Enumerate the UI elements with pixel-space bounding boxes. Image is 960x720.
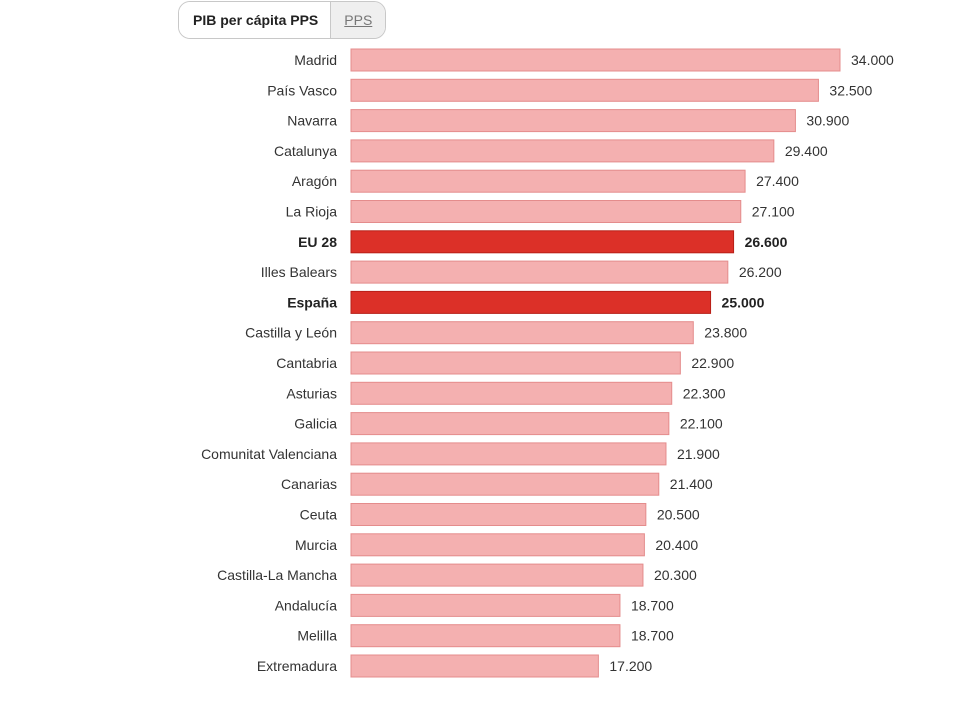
category-label-comunitat-valenciana: Comunitat Valenciana — [201, 446, 337, 462]
bar-madrid — [350, 48, 841, 72]
category-label-illes-balears: Illes Balears — [261, 264, 337, 280]
category-label-asturias: Asturias — [286, 385, 337, 401]
category-label-extremadura: Extremadura — [257, 658, 337, 674]
value-label-canarias: 21.400 — [670, 476, 713, 492]
bar-eu-28 — [350, 230, 735, 254]
bar-pais-vasco — [350, 78, 819, 102]
value-label-comunitat-valenciana: 21.900 — [677, 446, 720, 462]
bar-andalucia — [350, 593, 621, 617]
category-label-canarias: Canarias — [281, 476, 337, 492]
value-label-navarra: 30.900 — [806, 113, 849, 129]
value-label-asturias: 22.300 — [683, 385, 726, 401]
value-label-eu-28: 26.600 — [745, 234, 788, 250]
bar-canarias — [350, 472, 660, 496]
value-label-extremadura: 17.200 — [609, 658, 652, 674]
value-label-murcia: 20.400 — [655, 537, 698, 553]
category-label-pais-vasco: País Vasco — [267, 82, 337, 98]
bar-navarra — [350, 109, 796, 133]
category-label-catalunya: Catalunya — [274, 143, 337, 159]
category-label-aragon: Aragón — [292, 173, 337, 189]
value-label-cantabria: 22.900 — [691, 355, 734, 371]
category-label-espana: España — [287, 294, 337, 310]
bar-murcia — [350, 533, 645, 557]
value-label-galicia: 22.100 — [680, 416, 723, 432]
category-label-la-rioja: La Rioja — [286, 204, 338, 220]
value-label-aragon: 27.400 — [756, 173, 799, 189]
category-label-castilla-la-mancha: Castilla-La Mancha — [217, 567, 337, 583]
category-label-galicia: Galicia — [294, 416, 337, 432]
category-label-cantabria: Cantabria — [276, 355, 337, 371]
metric-tabs: PIB per cápita PPS PPS — [178, 1, 387, 39]
value-label-espana: 25.000 — [722, 294, 765, 310]
bar-melilla — [350, 624, 621, 648]
bar-aragon — [350, 169, 746, 193]
value-label-melilla: 18.700 — [631, 628, 674, 644]
category-label-andalucia: Andalucía — [275, 597, 337, 613]
bar-cantabria — [350, 351, 681, 375]
category-label-melilla: Melilla — [297, 628, 337, 644]
value-label-castilla-la-mancha: 20.300 — [654, 567, 697, 583]
bar-catalunya — [350, 139, 775, 163]
tab-pib-per-capita-pps[interactable]: PIB per cápita PPS — [179, 2, 331, 38]
category-label-ceuta: Ceuta — [300, 507, 338, 523]
bar-castilla-la-mancha — [350, 563, 644, 587]
tab-pps[interactable]: PPS — [330, 2, 386, 38]
category-label-castilla-y-leon: Castilla y León — [245, 325, 337, 341]
bar-espana — [350, 290, 712, 314]
category-label-navarra: Navarra — [287, 113, 337, 129]
bar-galicia — [350, 412, 670, 436]
bar-illes-balears — [350, 260, 729, 284]
bar-comunitat-valenciana — [350, 442, 667, 466]
value-label-pais-vasco: 32.500 — [829, 82, 872, 98]
value-label-illes-balears: 26.200 — [739, 264, 782, 280]
value-label-madrid: 34.000 — [851, 52, 894, 68]
category-label-murcia: Murcia — [295, 537, 337, 553]
category-label-madrid: Madrid — [294, 52, 337, 68]
value-label-ceuta: 20.500 — [657, 507, 700, 523]
bar-castilla-y-leon — [350, 321, 694, 345]
bar-la-rioja — [350, 200, 742, 223]
value-label-catalunya: 29.400 — [785, 143, 828, 159]
value-label-la-rioja: 27.100 — [752, 204, 795, 220]
value-label-andalucia: 18.700 — [631, 597, 674, 613]
bar-ceuta — [350, 503, 647, 526]
category-label-eu-28: EU 28 — [298, 234, 337, 250]
bar-asturias — [350, 381, 673, 405]
bar-extremadura — [350, 654, 599, 678]
value-label-castilla-y-leon: 23.800 — [704, 325, 747, 341]
